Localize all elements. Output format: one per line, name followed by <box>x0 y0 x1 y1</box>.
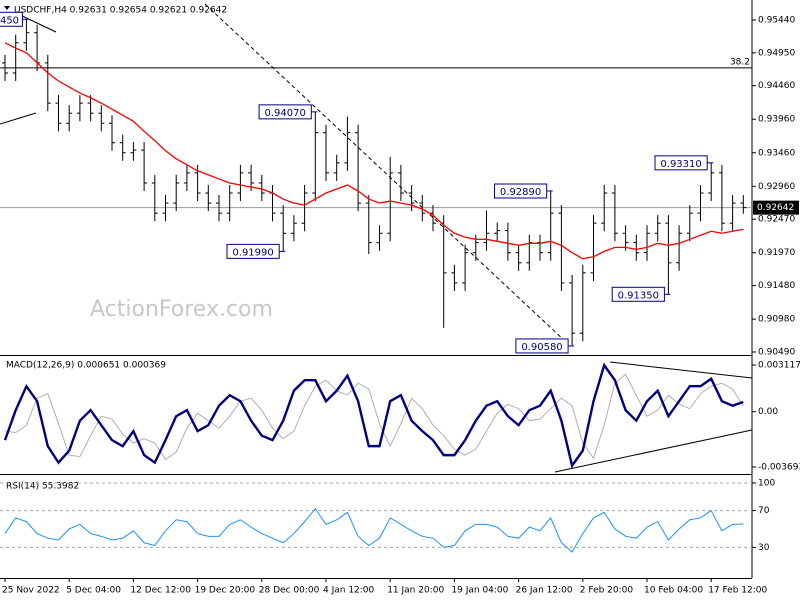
annotation-label: 0.92890 <box>500 187 541 198</box>
y-tick-label: 0.00 <box>758 407 778 417</box>
annotation-box <box>494 183 548 199</box>
rsi-title: RSI(14) 55.3982 <box>6 482 79 492</box>
x-tick-label: 17 Feb 12:00 <box>708 586 767 596</box>
x-tick-label: 11 Jan 20:00 <box>387 586 444 596</box>
price-tag-label: 0.92642 <box>757 203 794 213</box>
y-tick-label: 0.93960 <box>758 115 795 125</box>
y-tick-label: 0.90980 <box>758 315 795 325</box>
x-tick-label: 4 Jan 12:00 <box>323 586 375 596</box>
y-tick-label: 70 <box>758 506 770 516</box>
x-tick-label: 10 Feb 04:00 <box>644 586 703 596</box>
annotation-label: 0.90580 <box>521 342 562 353</box>
frame <box>0 0 753 579</box>
y-tick-label: 0.95440 <box>758 15 795 25</box>
y-tick-label: 0.003117 <box>758 360 800 370</box>
annotation-label: 0.91990 <box>232 247 273 258</box>
symbol-icon <box>4 6 10 10</box>
y-tick-label: 0.91970 <box>758 248 795 258</box>
y-tick-label: 0.92960 <box>758 182 795 192</box>
y-tick-label: 0.90490 <box>758 347 795 357</box>
annotation-box <box>515 338 569 354</box>
annotation-box <box>0 11 23 27</box>
annotation-box <box>258 104 312 120</box>
x-tick-label: 25 Nov 2022 <box>2 586 60 596</box>
x-tick-label: 5 Dec 04:00 <box>66 586 121 596</box>
y-tick-label: 0.91480 <box>758 281 795 291</box>
y-tick-label: 0.92470 <box>758 215 795 225</box>
x-tick-label: 26 Jan 12:00 <box>516 586 573 596</box>
rsi-line <box>4 507 744 553</box>
annotation-label: 0.94070 <box>265 108 306 119</box>
y-tick-label: 0.94950 <box>758 48 795 58</box>
annotation-box <box>226 243 280 259</box>
price-tag <box>753 200 799 215</box>
annotation-label: 0.93310 <box>660 159 701 170</box>
fib-label: 38.2 <box>730 57 750 67</box>
x-tick-label: 2 Feb 20:00 <box>580 586 634 596</box>
annotation-label: 0.91350 <box>618 290 659 301</box>
trend-line <box>204 3 567 343</box>
trend-line <box>17 13 57 33</box>
y-tick-label: 30 <box>758 543 770 553</box>
x-tick-label: 12 Dec 12:00 <box>130 586 191 596</box>
macd-title: MACD(12,26,9) 0.000651 0.000369 <box>6 361 166 371</box>
y-tick-label: 0.94460 <box>758 81 795 91</box>
chart-title: USDCHF,H4 0.92631 0.92654 0.92621 0.9264… <box>14 6 227 16</box>
macd-line <box>3 362 744 469</box>
watermark: ActionForex.com <box>90 297 273 322</box>
annotation-box <box>611 286 665 302</box>
y-tick-label: 0.93460 <box>758 148 795 158</box>
annotation-box <box>654 155 708 171</box>
trend-line <box>0 112 37 125</box>
trend-line <box>609 361 753 379</box>
x-tick-label: 28 Dec 00:00 <box>259 586 320 596</box>
y-tick-label: 100 <box>758 478 775 488</box>
y-tick-label: -0.003693 <box>758 462 800 472</box>
annotation-label: 450 <box>0 15 19 26</box>
moving-average <box>4 42 744 260</box>
x-tick-label: 19 Jan 04:00 <box>451 586 508 596</box>
x-tick-label: 19 Dec 20:00 <box>195 586 256 596</box>
trend-line <box>554 429 753 473</box>
